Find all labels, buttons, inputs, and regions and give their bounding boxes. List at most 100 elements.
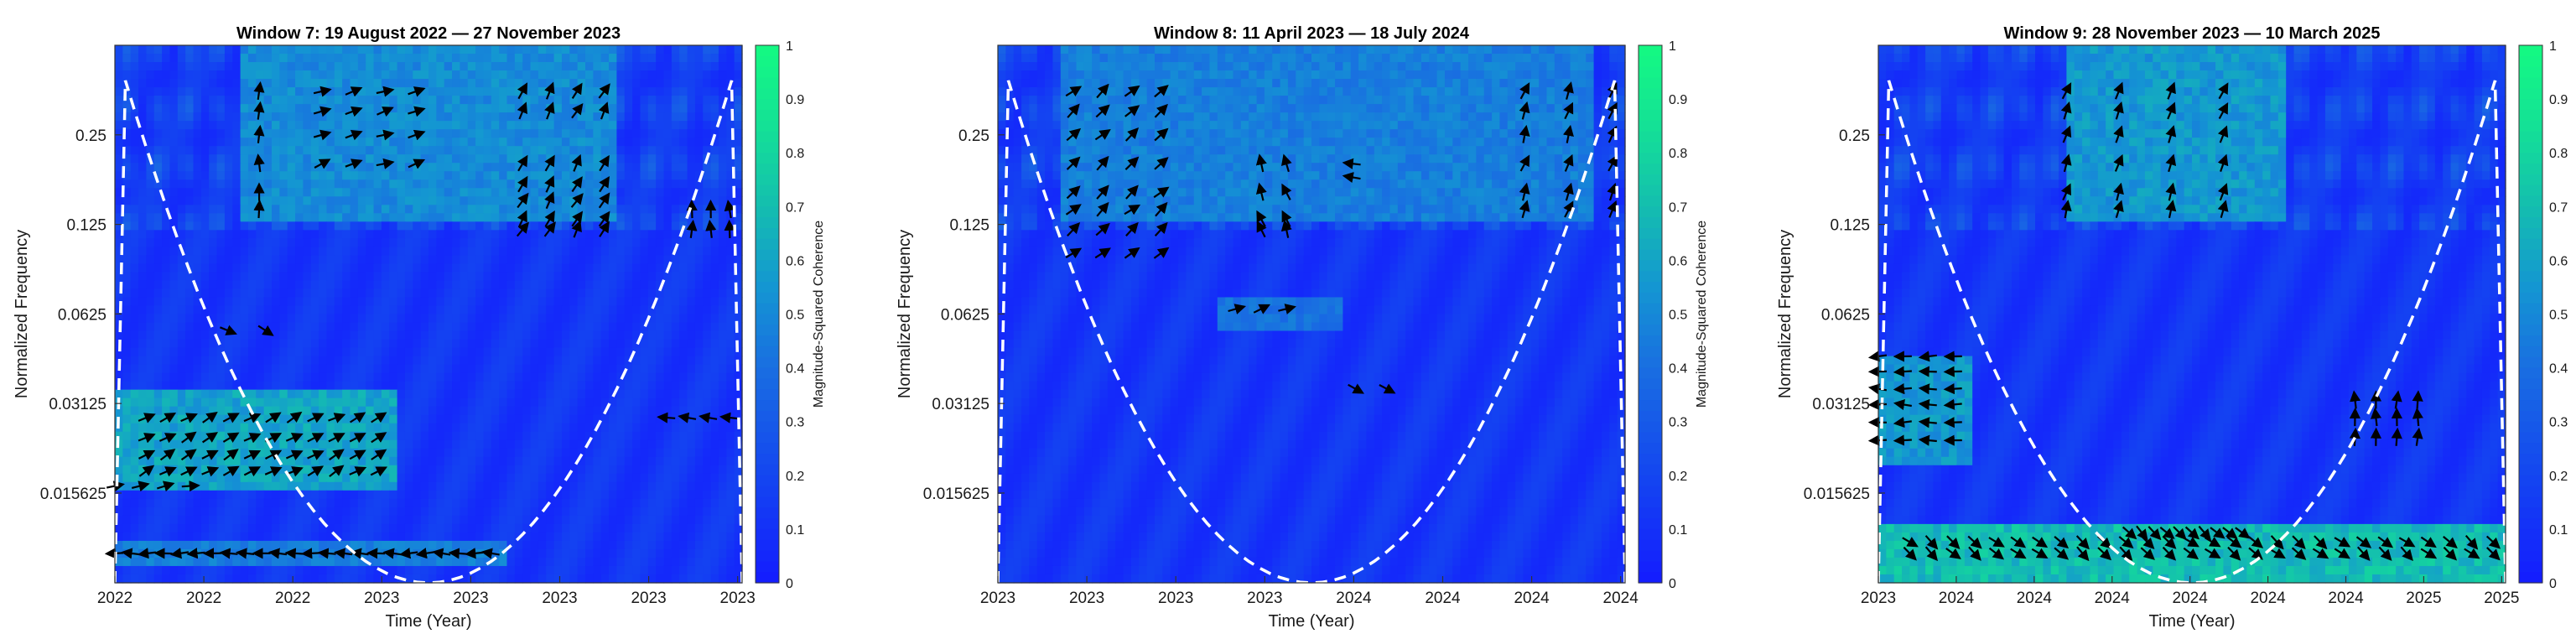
heatmap-cell — [177, 87, 186, 96]
heatmap-cell — [616, 146, 626, 155]
heatmap-cell — [185, 532, 195, 542]
heatmap-cell — [452, 188, 460, 197]
heatmap-cell — [138, 423, 147, 433]
heatmap-cell — [656, 288, 665, 299]
heatmap-cell — [600, 138, 610, 147]
heatmap-cell — [169, 205, 179, 214]
heatmap-cell — [687, 481, 696, 491]
heatmap-cell — [506, 96, 516, 105]
heatmap-cell — [216, 179, 226, 189]
heatmap-cell — [679, 280, 688, 290]
heatmap-cell — [694, 490, 704, 500]
heatmap-cell — [342, 448, 351, 458]
heatmap-cell — [122, 230, 132, 239]
heatmap-cell — [200, 565, 210, 575]
heatmap-cell — [169, 163, 179, 172]
heatmap-cell — [491, 439, 500, 449]
heatmap-cell — [569, 54, 579, 63]
heatmap-cell — [381, 272, 390, 282]
heatmap-cell — [687, 146, 696, 155]
heatmap-cell — [303, 196, 312, 205]
heatmap-cell — [640, 179, 649, 189]
heatmap-cell — [428, 473, 437, 483]
heatmap-cell — [138, 565, 147, 575]
heatmap-cell — [624, 381, 633, 391]
heatmap-cell — [522, 364, 532, 374]
heatmap-cell — [475, 507, 485, 517]
heatmap-cell — [491, 364, 500, 374]
heatmap-cell — [389, 347, 398, 357]
heatmap-cell — [295, 238, 304, 247]
heatmap-cell — [483, 196, 492, 205]
heatmap-cell — [130, 439, 139, 449]
heatmap-cell — [561, 62, 570, 71]
heatmap-cell — [734, 473, 743, 483]
heatmap-cell — [467, 96, 476, 105]
heatmap-cell — [428, 96, 437, 105]
heatmap-cell — [240, 179, 249, 189]
heatmap-cell — [428, 196, 437, 205]
heatmap-cell — [373, 70, 382, 80]
heatmap-cell — [600, 523, 610, 533]
heatmap-cell — [420, 448, 429, 458]
heatmap-cell — [153, 288, 163, 299]
heatmap-cell — [115, 314, 123, 324]
heatmap-cell — [624, 322, 633, 332]
heatmap-cell — [389, 448, 398, 458]
heatmap-cell — [216, 154, 226, 164]
heatmap-cell — [247, 213, 257, 222]
heatmap-cell — [546, 288, 555, 299]
heatmap-cell — [593, 456, 602, 466]
heatmap-cell — [263, 532, 273, 542]
heatmap-cell — [373, 138, 382, 147]
heatmap-cell — [263, 356, 273, 366]
heatmap-cell — [546, 305, 555, 315]
heatmap-cell — [483, 70, 492, 80]
heatmap-cell — [460, 179, 469, 189]
heatmap-cell — [263, 146, 273, 155]
heatmap-cell — [506, 272, 516, 282]
heatmap-cell — [263, 305, 273, 315]
heatmap-cell — [342, 330, 351, 340]
heatmap-cell — [216, 364, 226, 374]
heatmap-cell — [585, 112, 594, 122]
heatmap-cell — [177, 205, 186, 214]
heatmap-cell — [350, 70, 359, 80]
heatmap-cell — [632, 532, 641, 542]
heatmap-cell — [428, 498, 437, 508]
heatmap-cell — [326, 456, 335, 466]
heatmap-cell — [193, 54, 202, 63]
heatmap-cell — [499, 481, 508, 491]
heatmap-cell — [624, 129, 633, 138]
heatmap-cell — [357, 356, 366, 366]
heatmap-cell — [632, 507, 641, 517]
heatmap-cell — [193, 163, 202, 172]
heatmap-cell — [679, 532, 688, 542]
heatmap-cell — [381, 423, 390, 433]
heatmap-cell — [310, 490, 319, 500]
heatmap-cell — [553, 138, 563, 147]
heatmap-cell — [334, 557, 343, 567]
heatmap-cell — [122, 356, 132, 366]
heatmap-cell — [397, 188, 406, 197]
heatmap-cell — [734, 54, 743, 63]
heatmap-cell — [209, 532, 218, 542]
heatmap-cell — [679, 339, 688, 349]
heatmap-cell — [287, 138, 296, 147]
heatmap-cell — [609, 322, 617, 332]
heatmap-cell — [420, 490, 429, 500]
heatmap-cell — [153, 96, 163, 105]
heatmap-cell — [130, 230, 139, 239]
heatmap-cell — [609, 515, 617, 525]
heatmap-cell — [162, 121, 171, 130]
heatmap-cell — [138, 431, 147, 441]
heatmap-cell — [279, 305, 288, 315]
heatmap-cell — [506, 314, 516, 324]
heatmap-cell — [350, 179, 359, 189]
heatmap-cell — [193, 372, 202, 382]
heatmap-cell — [295, 146, 304, 155]
heatmap-cell — [326, 171, 335, 180]
heatmap-cell — [342, 112, 351, 122]
heatmap-cell — [295, 372, 304, 382]
heatmap-cell — [303, 70, 312, 80]
